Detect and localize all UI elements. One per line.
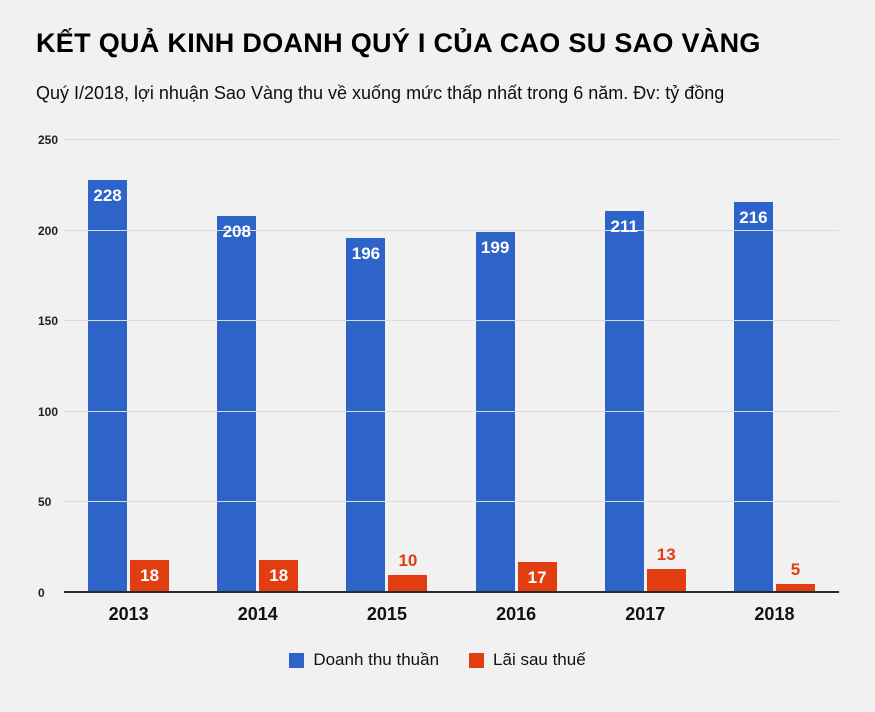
legend-item: Lãi sau thuế <box>469 650 586 670</box>
legend-swatch-icon <box>469 652 485 668</box>
y-tick-label: 100 <box>38 404 59 419</box>
chart-subtitle: Quý I/2018, lợi nhuận Sao Vàng thu về xu… <box>36 83 725 103</box>
bar-group-2017: 211 13 <box>581 140 710 593</box>
legend: Doanh thu thuần Lãi sau thuế <box>0 650 875 670</box>
bar-slot: 5 <box>775 140 815 593</box>
y-tick-label: 50 <box>38 495 52 510</box>
legend-label: Lãi sau thuế <box>493 650 586 669</box>
x-tick-label-2013: 2013 <box>108 604 149 624</box>
bar-slot: 17 <box>517 140 557 593</box>
x-tick-label-2016: 2016 <box>496 604 537 624</box>
bar-group-2013: 228 18 <box>64 140 193 593</box>
bar-value-label: 208 <box>222 222 251 242</box>
y-tick-label: 0 <box>38 586 45 600</box>
bar-slot: 216 <box>733 140 773 593</box>
bar-slot: 13 <box>646 140 686 593</box>
gridline <box>64 320 839 322</box>
bar-value-label: 228 <box>93 185 122 205</box>
legend-item: Doanh thu thuần <box>289 650 439 670</box>
legend-label: Doanh thu thuần <box>313 650 440 669</box>
bar-revenue-2016 <box>475 232 515 593</box>
bar-groups: 228 18 208 18 196 10 199 17 211 13 216 5 <box>64 140 839 593</box>
gridline <box>64 139 839 140</box>
bar-value-label: 196 <box>351 243 381 263</box>
y-tick-label: 150 <box>38 314 59 329</box>
bar-value-label: 17 <box>527 568 547 588</box>
bar-value-label: 216 <box>739 207 768 227</box>
bar-profit-2014 <box>259 560 299 593</box>
bar-slot: 199 <box>475 140 515 593</box>
bar-slot: 211 <box>604 140 644 593</box>
bar-revenue-2014 <box>217 216 257 593</box>
gridline <box>64 501 839 503</box>
x-axis-labels: 2013 2014 2015 2016 2017 2018 <box>64 604 839 625</box>
chart-title: KẾT QUẢ KINH DOANH QUÝ I CỦA CAO SU SAO … <box>36 28 761 58</box>
x-tick-label-2018: 2018 <box>754 604 795 624</box>
bar-profit-2017 <box>646 569 686 593</box>
legend-swatch-icon <box>289 652 305 668</box>
x-tick-label-2015: 2015 <box>366 604 407 624</box>
bar-revenue-2018 <box>733 201 773 593</box>
bar-profit-2016 <box>517 562 557 593</box>
bar-group-2016: 199 17 <box>452 140 581 593</box>
bar-profit-2015 <box>388 574 428 593</box>
bar-slot: 208 <box>217 140 257 593</box>
plot-area: 228 18 208 18 196 10 199 17 211 13 216 5 <box>64 139 839 593</box>
bar-slot: 228 <box>88 140 128 593</box>
bar-slot: 18 <box>259 140 299 593</box>
x-tick-label-2014: 2014 <box>237 604 278 624</box>
bar-value-label: 211 <box>610 216 638 236</box>
bar-value-label: 199 <box>480 238 510 258</box>
y-tick-label: 200 <box>38 223 59 238</box>
bar-revenue-2015 <box>346 237 386 593</box>
bar-revenue-2013 <box>88 179 128 593</box>
bar-profit-2013 <box>130 560 170 593</box>
x-axis-line <box>64 591 839 593</box>
x-tick-label-2017: 2017 <box>625 604 666 624</box>
bar-group-2015: 196 10 <box>322 140 451 593</box>
bar-slot: 10 <box>388 140 428 593</box>
bar-value-label: 18 <box>140 566 160 586</box>
bar-group-2018: 216 5 <box>710 140 839 593</box>
gridline <box>64 410 839 412</box>
bar-profit-2018 <box>775 583 815 593</box>
bar-value-label: 13 <box>656 545 676 565</box>
y-tick-label: 250 <box>38 133 59 147</box>
bar-revenue-2017 <box>604 210 644 593</box>
bar-value-label: 5 <box>790 559 801 579</box>
bar-slot: 196 <box>346 140 386 593</box>
bar-slot: 18 <box>130 140 170 593</box>
bar-group-2014: 208 18 <box>193 140 322 593</box>
gridline <box>64 229 839 231</box>
bar-value-label: 10 <box>398 550 418 570</box>
bar-value-label: 18 <box>269 566 289 586</box>
y-axis: 0 50 100 150 200 250 <box>38 133 64 600</box>
